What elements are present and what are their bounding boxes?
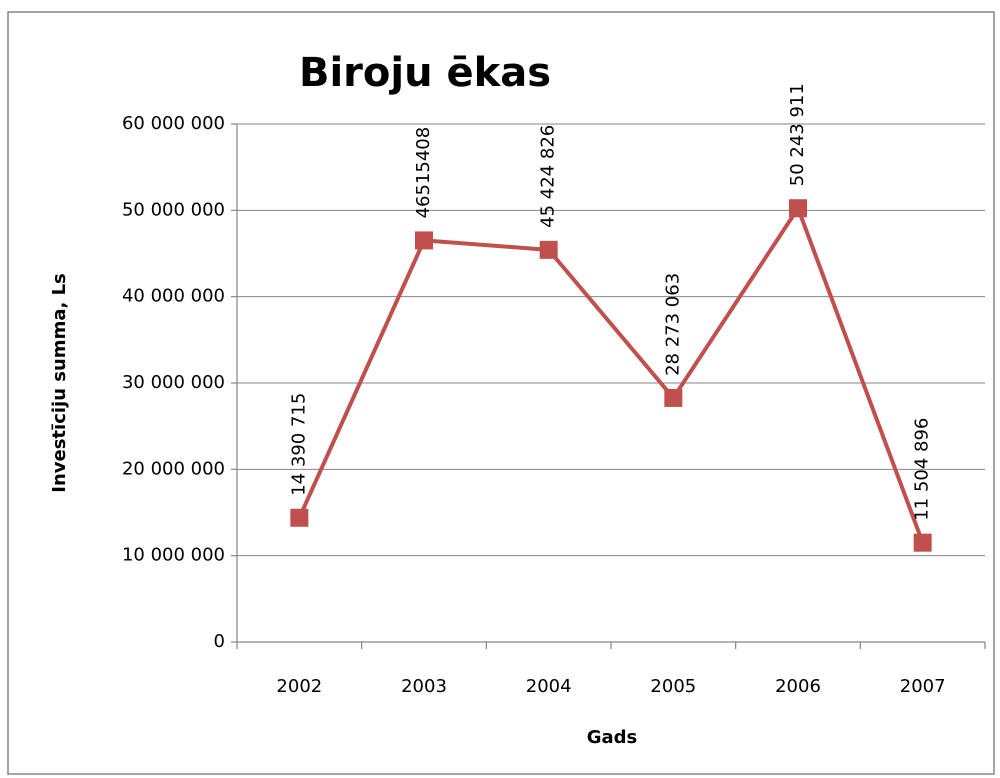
- x-tick-label: 2002: [276, 676, 322, 697]
- marker: [539, 240, 558, 259]
- y-tick-label: 20 000 000: [122, 458, 225, 479]
- y-tick-label: 40 000 000: [122, 286, 225, 307]
- data-label: 45 424 826: [538, 125, 559, 228]
- x-tick-label: 2004: [526, 676, 572, 697]
- line: [297, 206, 925, 544]
- x-tick-label: 2006: [775, 676, 821, 697]
- x-axis-label: Gads: [587, 727, 638, 748]
- x-tick-label: 2005: [650, 676, 696, 697]
- x-tick-label: 2003: [401, 676, 447, 697]
- y-tick-label: 30 000 000: [122, 372, 225, 393]
- y-tick-label: 10 000 000: [122, 545, 225, 566]
- marker: [290, 508, 309, 527]
- marker: [664, 388, 683, 407]
- data-label: 11 504 896: [912, 418, 933, 521]
- data-label: 46515408: [413, 127, 434, 219]
- chart-title: Biroju ēkas: [299, 50, 551, 96]
- chart-border: [7, 11, 995, 775]
- data-label: 50 243 911: [787, 83, 808, 186]
- y-tick-label: 0: [214, 631, 225, 652]
- y-tick-label: 50 000 000: [122, 199, 225, 220]
- marker: [415, 231, 433, 250]
- marker: [789, 199, 807, 218]
- marker: [913, 533, 932, 552]
- data-label: 14 390 715: [288, 393, 309, 496]
- x-tick-label: 2007: [900, 676, 946, 697]
- y-axis-label: Investīciju summa, Ls: [49, 273, 70, 493]
- data-label: 28 273 063: [662, 273, 683, 376]
- y-tick-label: 60 000 000: [122, 113, 225, 134]
